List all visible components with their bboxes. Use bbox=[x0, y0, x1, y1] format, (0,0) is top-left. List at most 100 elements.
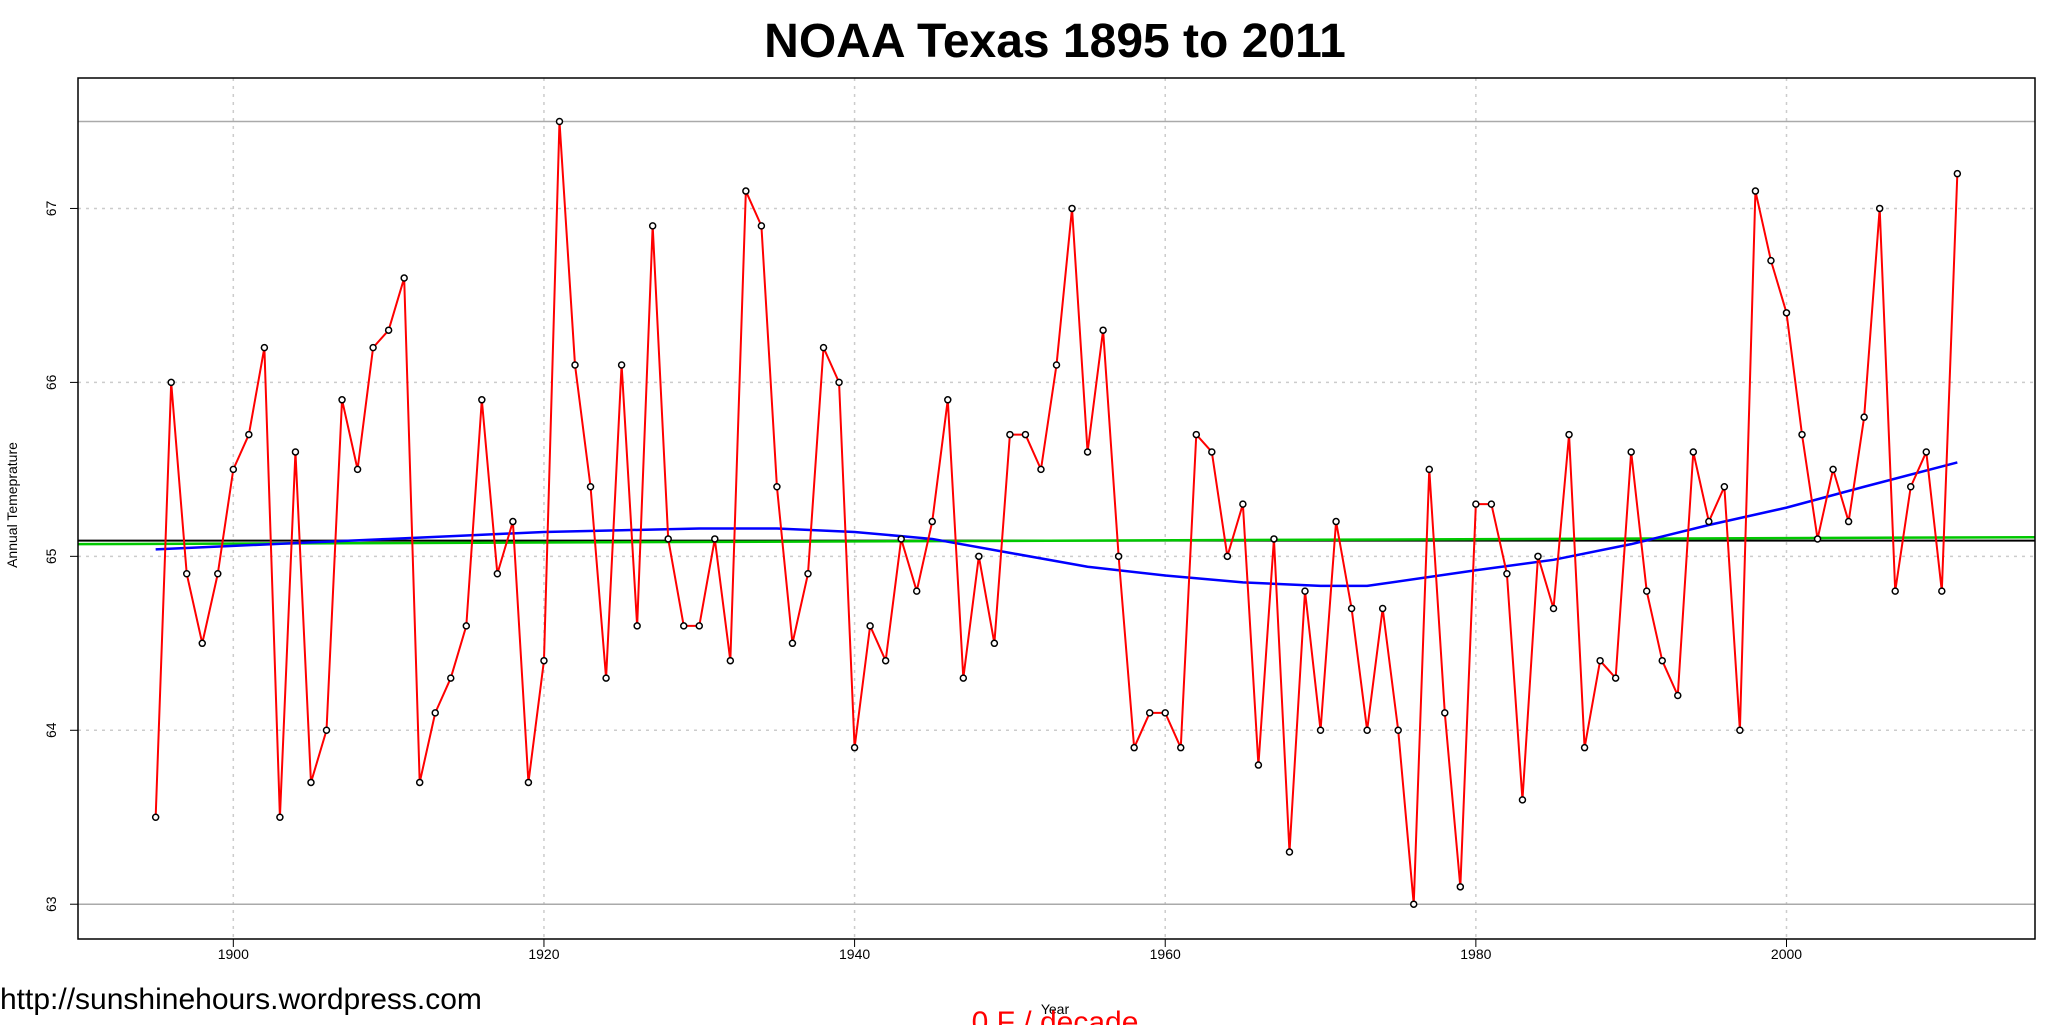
data-point bbox=[711, 535, 719, 543]
data-point bbox=[571, 361, 579, 369]
data-point bbox=[1503, 569, 1511, 578]
data-point bbox=[1409, 900, 1418, 908]
data-point bbox=[912, 587, 921, 595]
data-point bbox=[1316, 726, 1325, 735]
data-point bbox=[1658, 656, 1666, 665]
data-point bbox=[1891, 587, 1899, 595]
data-point bbox=[1114, 552, 1123, 561]
data-point bbox=[555, 117, 564, 126]
data-point bbox=[524, 778, 533, 787]
data-point bbox=[447, 674, 455, 682]
chart-title: NOAA Texas 1895 to 2011 bbox=[764, 15, 1346, 68]
data-point bbox=[276, 813, 284, 821]
data-point bbox=[540, 656, 548, 665]
data-point bbox=[726, 656, 735, 665]
data-point bbox=[415, 778, 424, 787]
data-point bbox=[773, 483, 781, 491]
reference-lines bbox=[78, 120, 2035, 905]
data-point bbox=[1425, 465, 1434, 474]
data-point bbox=[1844, 517, 1853, 526]
data-point bbox=[369, 343, 377, 352]
data-point bbox=[1037, 465, 1045, 474]
data-point bbox=[944, 396, 952, 404]
x-axis: 1900 1920 1940 1960 1980 2000 bbox=[218, 939, 1802, 962]
data-point bbox=[648, 222, 657, 230]
data-point bbox=[819, 343, 828, 352]
data-point bbox=[1642, 587, 1651, 595]
data-point bbox=[1534, 552, 1542, 561]
data-point bbox=[493, 569, 502, 578]
data-point bbox=[182, 569, 191, 578]
data-point bbox=[1177, 743, 1185, 752]
data-point bbox=[1332, 517, 1340, 526]
data-point bbox=[1052, 361, 1061, 369]
x-tick-label: 1920 bbox=[528, 946, 559, 962]
data-point bbox=[260, 343, 269, 352]
data-point bbox=[1627, 448, 1635, 456]
data-point bbox=[322, 726, 331, 735]
y-tick-label: 64 bbox=[43, 722, 59, 738]
data-point bbox=[1549, 604, 1558, 613]
x-tick-label: 2000 bbox=[1771, 946, 1802, 962]
data-point bbox=[1099, 326, 1107, 334]
data-point bbox=[431, 709, 439, 717]
data-point bbox=[1767, 256, 1775, 265]
data-point bbox=[245, 430, 253, 439]
credit-url: http://sunshinehours.wordpress.com bbox=[0, 983, 482, 1016]
data-point bbox=[1472, 500, 1480, 508]
plot-frame bbox=[77, 77, 2036, 940]
data-point bbox=[1798, 430, 1806, 439]
data-point bbox=[866, 622, 874, 630]
data-point bbox=[1394, 726, 1402, 735]
data-point bbox=[353, 465, 362, 474]
data-point bbox=[384, 326, 393, 334]
data-point bbox=[338, 396, 346, 404]
data-point bbox=[1161, 709, 1169, 717]
data-point bbox=[291, 448, 300, 456]
trend-label: 0 F / decade bbox=[972, 1006, 1139, 1025]
data-point bbox=[1456, 883, 1465, 891]
x-tick-label: 1980 bbox=[1460, 946, 1491, 962]
data-point bbox=[198, 639, 207, 648]
data-point bbox=[1611, 674, 1620, 682]
data-point bbox=[1254, 761, 1263, 769]
data-point bbox=[400, 274, 408, 282]
data-point bbox=[897, 535, 905, 543]
data-point bbox=[1580, 743, 1589, 752]
data-point bbox=[229, 465, 238, 474]
data-point bbox=[478, 396, 486, 404]
data-point bbox=[617, 361, 626, 369]
series-layer bbox=[77, 117, 2036, 908]
data-point bbox=[804, 569, 812, 578]
data-point bbox=[1363, 726, 1371, 735]
data-point bbox=[928, 517, 936, 526]
data-point bbox=[788, 639, 797, 648]
y-tick-label: 63 bbox=[43, 896, 59, 912]
data-point bbox=[509, 517, 517, 526]
y-tick-label: 66 bbox=[43, 374, 59, 390]
data-point bbox=[975, 552, 983, 561]
data-point bbox=[835, 378, 843, 387]
linear-trend-line bbox=[77, 535, 2036, 546]
data-point bbox=[462, 622, 471, 630]
data-point bbox=[1565, 430, 1573, 439]
x-tick-label: 1900 bbox=[218, 946, 249, 962]
data-point bbox=[1285, 848, 1294, 856]
data-point bbox=[1006, 430, 1014, 439]
x-tick-label: 1940 bbox=[839, 946, 870, 962]
data-point bbox=[1130, 743, 1138, 752]
data-point bbox=[1953, 169, 1962, 178]
y-axis: 63 64 65 66 67 bbox=[43, 200, 78, 912]
data-point bbox=[1208, 448, 1216, 456]
data-point bbox=[1596, 656, 1604, 665]
data-point bbox=[1223, 552, 1232, 561]
smoothed-trend-line bbox=[155, 461, 1958, 588]
data-point bbox=[1347, 604, 1356, 613]
data-point bbox=[151, 813, 160, 821]
data-point bbox=[1674, 691, 1682, 700]
data-point bbox=[1192, 430, 1201, 439]
data-point bbox=[1829, 465, 1837, 474]
data-point bbox=[850, 743, 859, 752]
data-point bbox=[959, 674, 968, 682]
